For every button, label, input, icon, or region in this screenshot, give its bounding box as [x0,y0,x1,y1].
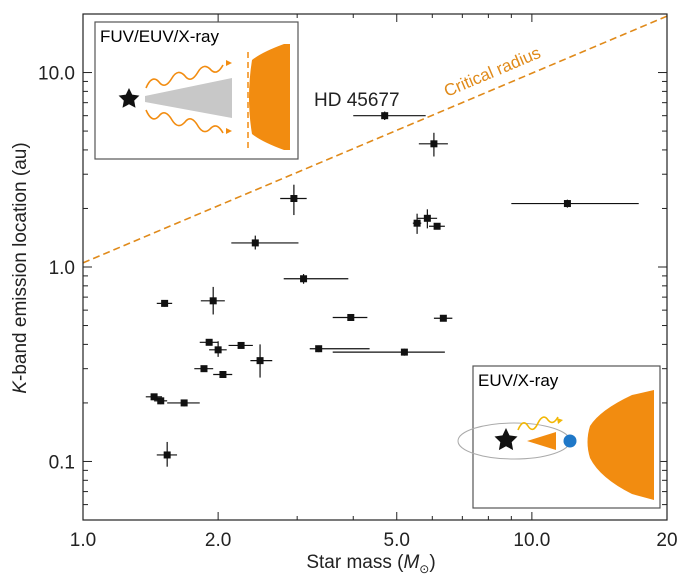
y-tick-label: 1.0 [49,258,75,279]
point-marker [300,275,308,283]
point-marker [381,112,389,120]
data-point [511,199,639,208]
point-marker [256,357,264,365]
data-point [353,111,426,121]
data-point [283,274,349,284]
data-point [332,313,368,321]
point-marker [400,348,408,356]
critical-radius-line [82,15,668,264]
point-marker [150,393,158,401]
data-point [156,299,173,307]
data-point [199,338,219,346]
fuv-photon-path-upper [145,64,224,89]
star-icon-2 [494,428,518,451]
outer-disk-orange-2 [587,390,654,500]
point-marker [214,346,222,354]
point-marker [413,219,421,227]
data-points [145,111,639,467]
inset-euv-xray: EUV/X-ray [457,365,661,509]
plot-frame [82,13,668,521]
arrowhead-lower [226,128,232,134]
fuv-photon-path-lower [145,109,224,134]
data-point [332,348,445,356]
data-point [280,184,307,216]
point-marker [251,239,259,247]
x-tick-label: 20 [656,530,677,551]
x-axis-title: Star mass (M⊙) [306,552,435,575]
data-point [418,132,448,157]
point-marker [423,214,431,222]
data-point [429,222,445,230]
planet-blue-dot [563,434,577,448]
point-marker [347,313,355,321]
point-marker [180,399,188,407]
data-point [412,213,422,234]
data-point [194,365,214,373]
data-point [433,314,453,322]
data-point [417,209,438,229]
data-point [309,345,370,353]
point-marker [315,345,323,353]
point-marker [430,140,438,148]
euv-photon-path [517,416,559,431]
x-tick-label: 5.0 [384,530,410,551]
point-marker [205,338,213,346]
hd45677-label: HD 45677 [314,90,400,111]
star-icon [118,88,140,108]
arrowhead-euv [557,418,563,424]
inset-fuv-euv-xray: FUV/EUV/X-ray [94,21,299,160]
data-point [231,235,299,250]
data-point [145,393,163,401]
y-tick-label: 10.0 [38,64,75,85]
point-marker [290,195,298,203]
point-marker [563,200,571,208]
point-marker [433,222,441,230]
data-point [228,341,253,349]
point-marker [163,451,171,459]
point-marker [219,371,227,379]
data-point [154,397,168,405]
data-point [209,341,227,357]
data-point [156,441,178,467]
y-tick-label: 0.1 [49,452,75,473]
inset-fuv-title: FUV/EUV/X-ray [100,27,220,46]
point-marker [200,365,208,373]
inset-euv-title: EUV/X-ray [478,371,559,390]
inner-grey-disk [145,78,232,118]
data-point [200,286,225,315]
data-point [167,399,200,407]
x-tick-label: 10.0 [513,530,550,551]
data-point [250,344,273,378]
point-marker [439,314,447,322]
inner-orange-disk [527,432,556,450]
arrowhead-upper [226,60,232,66]
y-axis-title: K-band emission location (au) [10,142,31,393]
point-marker [209,297,217,305]
data-point [213,371,233,379]
point-marker [157,397,165,405]
point-marker [237,341,245,349]
x-tick-label: 1.0 [70,530,96,551]
outer-disk-orange [249,44,290,150]
tick-labels: 1.0 2.0 5.0 10.0 20 0.1 1.0 10.0 [38,64,678,551]
point-marker [161,299,169,307]
x-tick-label: 2.0 [205,530,231,551]
